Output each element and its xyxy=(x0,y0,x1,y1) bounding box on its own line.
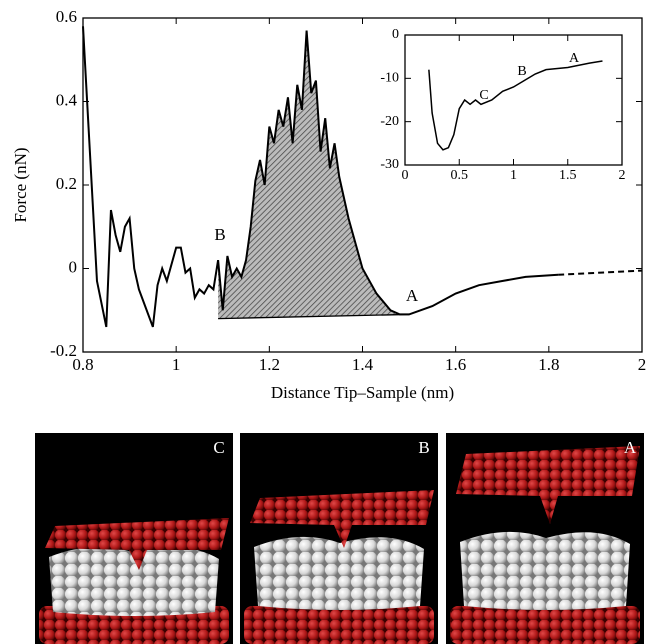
baseline xyxy=(218,313,410,320)
curve xyxy=(428,60,603,151)
x-tick-label: 1.5 xyxy=(559,168,577,183)
panel-label: A xyxy=(624,438,637,457)
bottom-slab xyxy=(244,606,434,644)
plot-frame xyxy=(404,34,623,166)
x-tick-label: 0.8 xyxy=(72,355,93,374)
top-slab xyxy=(456,446,640,524)
y-tick-label: -10 xyxy=(380,71,399,86)
x-tick-label: 1 xyxy=(510,168,517,183)
y-tick-label: -0.2 xyxy=(50,341,77,360)
y-tick-label: 0 xyxy=(392,27,399,42)
curve xyxy=(82,26,559,328)
y-tick-label: 0.2 xyxy=(56,174,77,193)
y-tick-label: 0.4 xyxy=(56,90,78,109)
x-tick-label: 1.2 xyxy=(259,355,280,374)
x-tick-label: 0.5 xyxy=(451,168,469,183)
annotation: A xyxy=(569,51,580,66)
x-tick-label: 0 xyxy=(402,168,409,183)
annotation: B xyxy=(214,225,225,244)
panel-label: B xyxy=(418,438,429,457)
annotation: C xyxy=(479,88,488,103)
annotation: B xyxy=(517,64,526,79)
top-slab xyxy=(250,490,434,548)
shaded-area xyxy=(218,30,410,319)
y-tick-label: 0 xyxy=(69,257,78,276)
x-tick-label: 1 xyxy=(172,355,181,374)
x-tick-label: 2 xyxy=(619,168,626,183)
x-tick-label: 1.4 xyxy=(352,355,374,374)
top-slab xyxy=(45,518,229,570)
bottom-slab xyxy=(39,606,229,644)
molecule-layer xyxy=(254,536,424,610)
x-axis-label: Distance Tip–Sample (nm) xyxy=(271,383,454,402)
y-tick-label: 0.6 xyxy=(56,7,77,26)
curve xyxy=(558,269,643,276)
y-tick-label: -20 xyxy=(380,114,399,129)
panel-label: C xyxy=(213,438,224,457)
molecule-layer xyxy=(49,546,219,616)
bottom-slab xyxy=(450,606,640,644)
y-tick-label: -30 xyxy=(380,157,399,172)
y-axis-label: Force (nN) xyxy=(11,147,30,222)
x-tick-label: 2 xyxy=(638,355,647,374)
annotation: A xyxy=(406,286,419,305)
x-tick-label: 1.6 xyxy=(445,355,466,374)
molecule-layer xyxy=(460,531,630,610)
x-tick-label: 1.8 xyxy=(538,355,559,374)
